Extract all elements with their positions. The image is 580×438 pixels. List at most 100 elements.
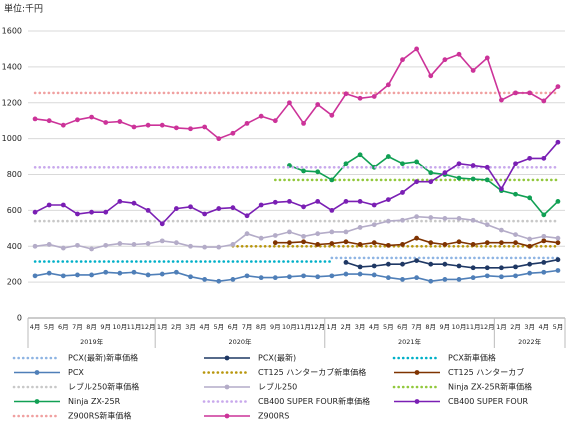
point-marker [484, 222, 490, 228]
point-marker [173, 206, 179, 211]
point-marker [329, 229, 335, 235]
point-marker [385, 218, 391, 224]
point-marker [357, 152, 363, 158]
point-marker [258, 235, 264, 241]
point-marker [470, 242, 476, 247]
point-marker [329, 273, 335, 279]
point-marker [315, 242, 321, 247]
point-marker [89, 114, 94, 120]
point-marker [470, 275, 476, 281]
legend-label: CB400 SUPER FOUR新車価格 [258, 396, 370, 406]
x-tick-label: 10月 [112, 323, 127, 331]
point-marker [272, 118, 278, 124]
point-marker [258, 275, 264, 281]
point-marker [371, 222, 377, 228]
point-marker [385, 242, 391, 248]
point-marker [103, 120, 109, 125]
x-tick-label: 7月 [411, 323, 422, 331]
legend-marker [224, 413, 230, 419]
series-line [34, 215, 559, 250]
point-marker [145, 207, 151, 213]
point-marker [89, 272, 94, 278]
point-marker [499, 186, 504, 192]
point-marker [470, 217, 476, 223]
legend-label: CT125 ハンターカブ [448, 367, 524, 377]
point-marker [46, 202, 52, 208]
point-marker [470, 176, 476, 182]
point-marker [400, 190, 405, 195]
legend-label: PCX(最新)新車価格 [68, 353, 138, 363]
point-marker [442, 57, 448, 63]
x-tick-label: 11月 [296, 323, 311, 331]
point-marker [541, 233, 547, 239]
point-marker [32, 273, 38, 279]
point-marker [371, 272, 377, 278]
point-marker [202, 211, 208, 217]
point-marker [513, 191, 518, 197]
point-marker [541, 259, 547, 265]
point-marker [46, 270, 52, 276]
point-marker [513, 161, 518, 167]
point-marker [159, 221, 165, 227]
point-marker [400, 261, 405, 267]
point-marker [216, 136, 222, 142]
series-line [34, 47, 559, 140]
point-marker [173, 269, 179, 275]
point-marker [272, 233, 278, 238]
x-tick-label: 5月 [553, 323, 564, 331]
point-marker [513, 232, 518, 237]
point-marker [456, 263, 462, 269]
point-marker [343, 161, 349, 167]
point-marker [216, 244, 222, 250]
point-marker [428, 215, 434, 220]
point-marker [400, 161, 405, 167]
point-marker [456, 161, 462, 167]
point-marker [103, 269, 109, 275]
point-marker [428, 278, 434, 284]
point-marker [244, 120, 250, 126]
x-tick-label: 8月 [256, 323, 267, 331]
point-marker [555, 84, 561, 90]
point-marker [343, 259, 349, 265]
point-marker [46, 242, 52, 247]
point-marker [117, 241, 123, 246]
x-tick-label: 10月 [282, 323, 297, 331]
point-marker [513, 273, 518, 279]
point-marker [470, 68, 476, 73]
y-tick-label: 1600 [2, 27, 22, 36]
point-marker [272, 275, 278, 281]
point-marker [32, 209, 38, 215]
point-marker [414, 46, 420, 52]
point-marker [75, 211, 80, 217]
point-marker [159, 122, 165, 128]
point-marker [145, 272, 151, 278]
x-tick-label: 12月 [141, 323, 156, 331]
point-marker [400, 277, 405, 282]
point-marker [414, 179, 420, 185]
point-marker [541, 269, 547, 275]
point-marker [315, 274, 321, 280]
point-marker [456, 239, 462, 245]
point-marker [343, 91, 349, 97]
point-marker [216, 278, 222, 284]
point-marker [159, 271, 165, 277]
point-marker [329, 241, 335, 246]
point-marker [117, 270, 123, 276]
x-tick-label: 3月 [524, 323, 535, 331]
point-marker [32, 243, 38, 249]
x-tick-label: 4月 [199, 323, 210, 331]
x-tick-label: 1月 [496, 323, 507, 331]
point-marker [527, 155, 533, 161]
x-tick-label: 2月 [171, 323, 182, 331]
point-marker [287, 229, 292, 235]
point-marker [555, 240, 561, 246]
point-marker [385, 82, 391, 88]
point-marker [258, 202, 264, 208]
point-marker [499, 97, 504, 103]
x-tick-label: 2月 [341, 323, 352, 331]
point-marker [202, 124, 208, 130]
legend-marker [34, 399, 40, 404]
point-marker [484, 265, 490, 271]
